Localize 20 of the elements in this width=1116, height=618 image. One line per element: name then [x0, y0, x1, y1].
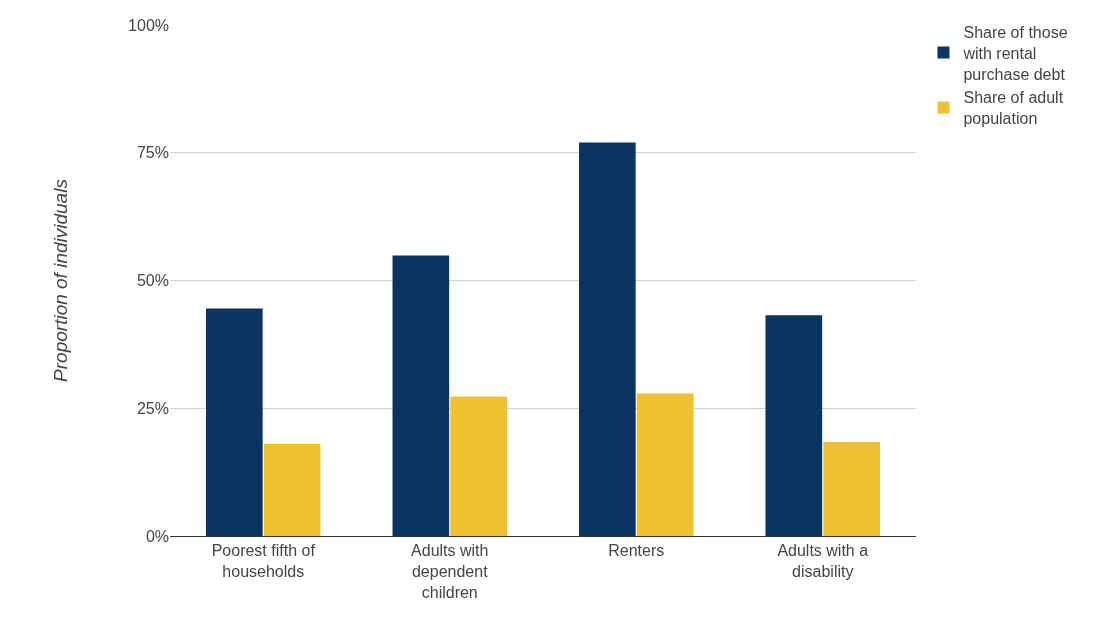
x-tick-label: Renters	[608, 542, 665, 560]
y-tick-label: 75%	[136, 144, 169, 162]
y-tick-label: 50%	[136, 272, 169, 290]
y-tick-label: 25%	[136, 399, 169, 417]
bar	[636, 393, 694, 536]
legend-label: Share of adult population	[963, 89, 1064, 128]
bar	[765, 315, 823, 536]
bar	[823, 441, 880, 536]
y-axis-title: Proportion of individuals	[49, 178, 71, 382]
x-tick-label: Poorest fifth of households	[211, 542, 316, 580]
bar	[206, 308, 263, 536]
y-tick-label: 0%	[145, 527, 169, 545]
legend-label: Share of those with rental purchase debt	[962, 23, 1068, 83]
x-tick-label: Adults with a disability	[777, 542, 869, 580]
bar	[263, 444, 321, 536]
bar	[392, 255, 450, 536]
x-tick-label: Adults with dependent children	[411, 542, 489, 601]
bar	[450, 396, 507, 536]
y-tick-label: 100%	[128, 16, 169, 34]
bar	[579, 142, 636, 536]
